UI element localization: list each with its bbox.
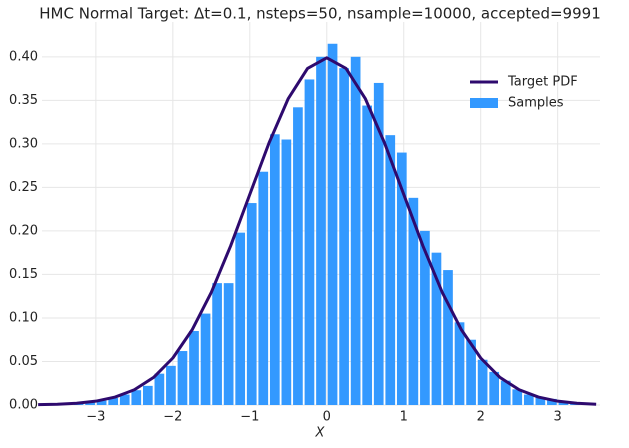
x-tick-label: 2 (477, 410, 485, 425)
chart-title: HMC Normal Target: Δt=0.1, nsteps=50, ns… (39, 5, 600, 23)
y-tick-label: 0.30 (9, 136, 38, 151)
histogram-bar (466, 339, 476, 405)
histogram-bar (269, 134, 280, 405)
histogram-bar (512, 389, 523, 405)
histogram-bar (246, 203, 257, 405)
histogram-bar (166, 365, 176, 405)
histogram-bar (373, 82, 384, 405)
legend-label: Target PDF (507, 75, 578, 90)
histogram-bar (523, 394, 534, 405)
y-tick-label: 0.10 (9, 310, 38, 325)
histogram-bar (200, 313, 211, 405)
histogram-bar (443, 270, 453, 405)
x-tick-label: 0 (323, 410, 331, 425)
y-tick-label: 0.25 (9, 180, 38, 195)
x-tick-label: −2 (163, 410, 182, 425)
histogram-bar (362, 105, 373, 406)
x-tick-label: 3 (554, 410, 562, 425)
histogram-bar (350, 56, 361, 406)
histogram-bar (281, 139, 292, 406)
histogram-bar (477, 359, 488, 405)
x-axis-label: X (315, 426, 326, 441)
histogram-bar (420, 230, 430, 405)
histogram-bar (258, 171, 269, 405)
legend-label: Samples (508, 96, 564, 111)
histogram-bar (454, 322, 465, 405)
histogram-bar (408, 197, 419, 405)
histogram-bar (131, 390, 142, 405)
histogram-bar (142, 385, 153, 405)
histogram-bar (327, 43, 338, 406)
histogram-bar (316, 56, 326, 406)
histogram-bar (385, 135, 396, 405)
y-tick-label: 0.20 (9, 223, 38, 238)
histogram-bar (235, 232, 246, 405)
histogram-bar (119, 394, 130, 405)
x-tick-label: −1 (240, 410, 259, 425)
x-tick-label: −3 (86, 410, 105, 425)
histogram-bar (339, 68, 349, 405)
histogram-bar (154, 373, 165, 405)
histogram-bar (223, 283, 234, 405)
y-tick-label: 0.00 (9, 398, 38, 413)
x-tick-label: 1 (400, 410, 408, 425)
histogram-bar (304, 79, 315, 405)
pdf-line (38, 56, 597, 407)
histogram-bar (108, 398, 119, 405)
histogram-bar (96, 400, 107, 405)
histogram-bar (212, 283, 222, 405)
y-tick-label: 0.35 (9, 93, 38, 108)
histogram-bar (535, 397, 546, 405)
histogram-bar (431, 252, 442, 405)
histogram-bar (489, 371, 500, 405)
legend-swatch (470, 98, 498, 108)
histogram-bar (500, 380, 511, 405)
histogram-bar (396, 152, 407, 405)
histogram-bar (293, 107, 303, 406)
histogram-bar (177, 351, 188, 405)
y-tick-label: 0.40 (9, 49, 38, 64)
y-tick-label: 0.15 (9, 267, 38, 282)
y-tick-label: 0.05 (9, 354, 38, 369)
histogram-bar (189, 331, 199, 405)
histogram-bar (547, 398, 557, 405)
